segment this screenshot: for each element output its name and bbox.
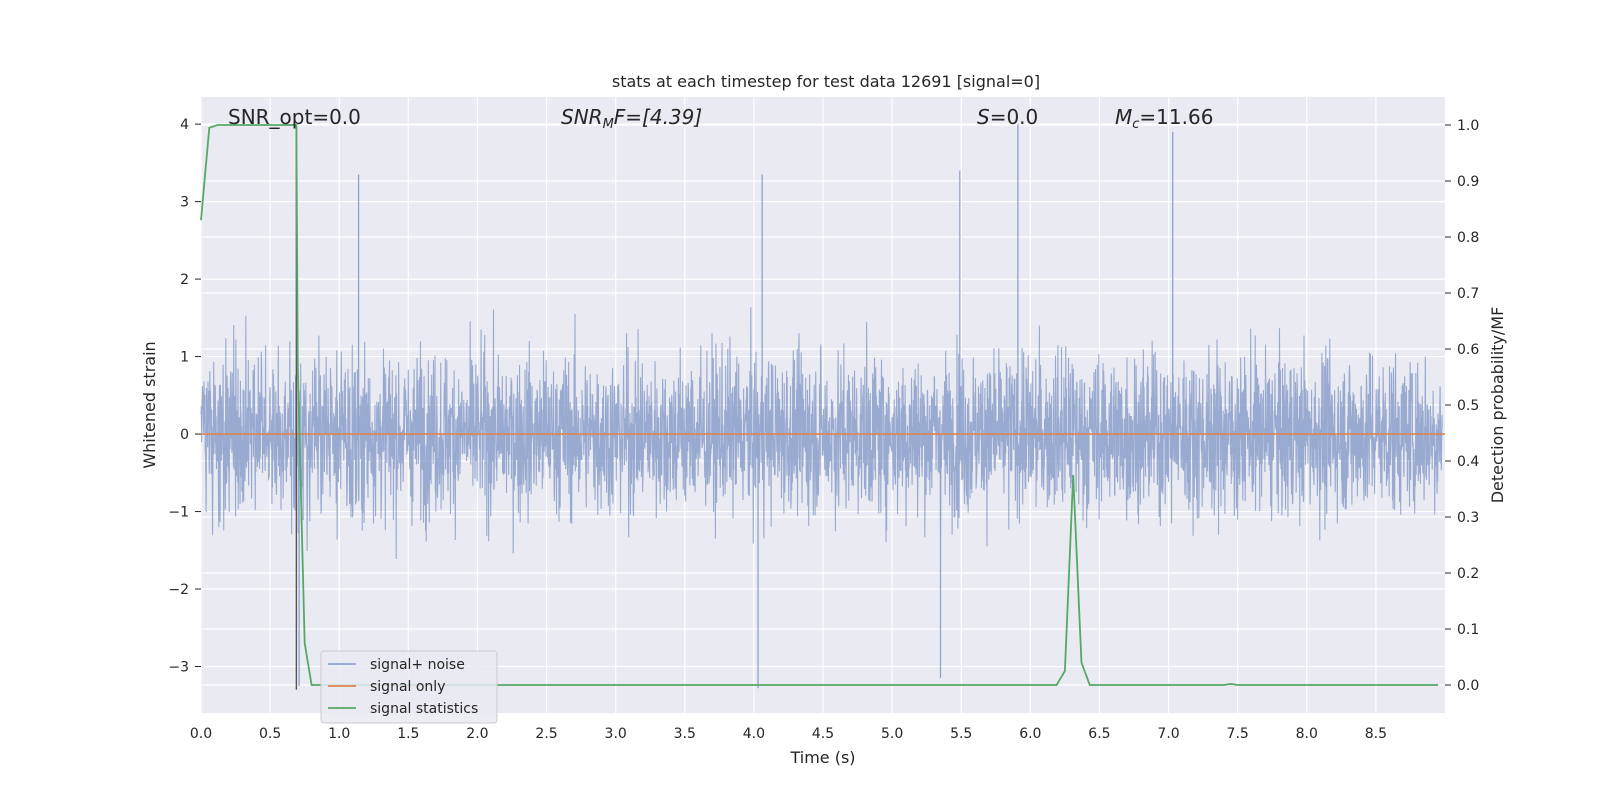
legend-label-signal-noise: signal+ noise	[370, 657, 465, 673]
x-tick-label: 7.5	[1227, 726, 1249, 742]
y-tick-label-right: 0.7	[1457, 286, 1479, 302]
y-tick-label-right: 0.2	[1457, 566, 1479, 582]
y-tick-label-right: 0.9	[1457, 174, 1479, 190]
y-ticks-left: 4 3 2 1 0 −1 −2 −3	[168, 117, 201, 676]
x-axis-label: Time (s)	[789, 748, 855, 767]
x-tick-label: 0.5	[259, 726, 281, 742]
x-tick-label: 8.5	[1365, 726, 1387, 742]
line-series	[200, 124, 1445, 690]
annotation-mc-sub: c	[1132, 117, 1139, 132]
annotation-mc-main: M	[1115, 105, 1132, 129]
x-tick-label: 7.0	[1157, 726, 1179, 742]
x-tick-label: 1.5	[397, 726, 419, 742]
y-tick-label-left: 3	[180, 195, 189, 211]
y-tick-label-left: −1	[168, 505, 189, 521]
x-tick-label: 6.5	[1088, 726, 1110, 742]
annotation-snr-mf-main: SNR	[561, 105, 603, 129]
y-tick-label-left: −3	[168, 660, 189, 676]
y-tick-label-right: 1.0	[1457, 118, 1479, 134]
y-tick-label-right: 0.6	[1457, 342, 1479, 358]
y-tick-label-left: 1	[180, 350, 189, 366]
y-axis-label-left: Whitened strain	[140, 341, 159, 468]
annotation-snr-mf: SNRMF=[4.39]	[561, 105, 702, 132]
legend-label-signal-only: signal only	[370, 679, 445, 695]
annotation-s-rest: =0.0	[990, 105, 1039, 129]
legend: signal+ noise signal only signal statist…	[320, 650, 498, 724]
y-tick-label-left: 4	[180, 117, 189, 133]
y-tick-label-left: −2	[168, 582, 189, 598]
annotation-mc-rest: =11.66	[1139, 105, 1213, 129]
y-tick-label-left: 0	[180, 427, 189, 443]
annotation-s: S=0.0	[977, 105, 1038, 129]
x-tick-label: 2.5	[535, 726, 557, 742]
x-ticks: 0.0 0.5 1.0 1.5 2.0 2.5 3.0 3.5 4.0 4.5 5.0 5.5 6.0 6…	[190, 726, 1387, 742]
legend-box	[320, 650, 498, 724]
x-tick-label: 5.0	[881, 726, 903, 742]
y-tick-label-right: 0.8	[1457, 230, 1479, 246]
y-ticks-right: 1.0 0.9 0.8 0.7 0.6 0.5 0.4 0.3 0.2 0.1 0.0	[1445, 118, 1479, 694]
x-tick-label: 6.0	[1019, 726, 1041, 742]
y-tick-label-right: 0.1	[1457, 622, 1479, 638]
x-tick-label: 0.0	[190, 726, 212, 742]
x-tick-label: 4.5	[812, 726, 834, 742]
annotation-mc: Mc=11.66	[1115, 105, 1213, 132]
annotation-snr-opt: SNR_opt=0.0	[228, 105, 361, 129]
x-tick-label: 3.0	[605, 726, 627, 742]
legend-label-signal-statistics: signal statistics	[370, 701, 478, 717]
y-tick-label-right: 0.5	[1457, 398, 1479, 414]
chart-title: stats at each timestep for test data 126…	[612, 72, 1040, 91]
y-tick-label-left: 2	[180, 272, 189, 288]
grid	[200, 97, 1445, 713]
x-tick-label: 8.0	[1296, 726, 1318, 742]
x-tick-label: 3.5	[674, 726, 696, 742]
x-tick-label: 4.0	[743, 726, 765, 742]
series-signal-statistics	[200, 124, 1439, 686]
annotation-snr-mf-sub: M	[603, 117, 614, 132]
y-axis-label-right: Detection probability/MF	[1488, 307, 1507, 504]
annotation-snr-mf-rest: F=[4.39]	[614, 105, 702, 129]
x-tick-label: 5.5	[950, 726, 972, 742]
y-tick-label-right: 0.4	[1457, 454, 1479, 470]
y-tick-label-right: 0.3	[1457, 510, 1479, 526]
x-tick-label: 2.0	[466, 726, 488, 742]
annotation-s-main: S	[977, 105, 990, 129]
y-tick-label-right: 0.0	[1457, 678, 1479, 694]
x-tick-label: 1.0	[328, 726, 350, 742]
